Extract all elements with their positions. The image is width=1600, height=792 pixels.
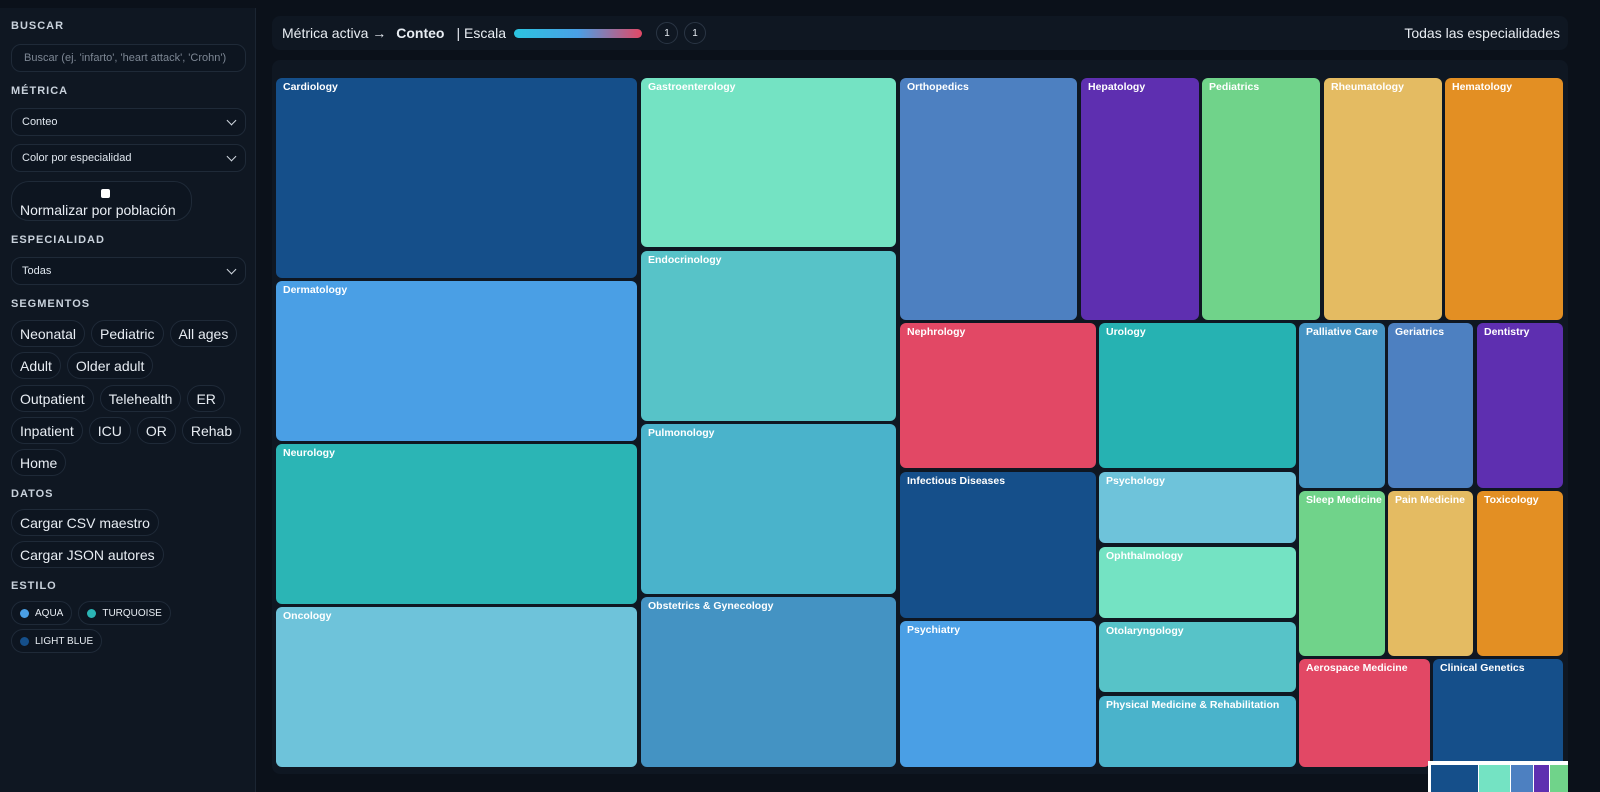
segment-chip[interactable]: Home [11, 449, 67, 476]
segment-chip[interactable]: Telehealth [99, 385, 182, 412]
treemap-tile[interactable]: Neurology [276, 444, 637, 604]
treemap-tile[interactable]: Geriatrics [1388, 323, 1473, 488]
button-row: Cargar CSV maestro [11, 509, 159, 536]
segment-chip[interactable]: Inpatient [11, 417, 83, 444]
treemap-tile[interactable]: Gastroenterology [641, 78, 896, 247]
scale-max: 1 [684, 22, 707, 44]
treemap-tile[interactable]: Endocrinology [641, 251, 896, 421]
segment-row: Inpatient ICU OR Rehab [11, 417, 242, 444]
treemap-tile[interactable]: Aerospace Medicine [1299, 659, 1430, 767]
treemap: Cardiology Dermatology Neurology Oncology Ga… [272, 60, 1568, 774]
search-input[interactable] [22, 51, 235, 65]
section-label: SEGMENTOS [11, 298, 91, 310]
segment-row: Neonatal Pediatric All ages [11, 320, 238, 347]
treemap-tile[interactable]: Psychology [1099, 472, 1296, 543]
treemap-tile[interactable]: Obstetrics & Gynecology [641, 597, 896, 767]
style-swatch [20, 636, 29, 646]
section-label: MÉTRICA [11, 85, 69, 97]
segment-chip[interactable]: ICU [88, 417, 131, 444]
section-label: ESPECIALIDAD [11, 234, 105, 246]
segment-chip[interactable]: Pediatric [91, 320, 164, 347]
button-row: Cargar JSON autores [11, 541, 164, 568]
treemap-tile[interactable]: Clinical Genetics [1433, 659, 1563, 767]
treemap-tile[interactable]: Hepatology [1081, 78, 1199, 320]
search-box[interactable] [11, 44, 246, 72]
section-label: BUSCAR [11, 20, 65, 32]
style-row: LIGHT BLUE [11, 629, 103, 653]
treemap-tile[interactable]: Cardiology [276, 78, 637, 278]
normalize-toggle[interactable]: Normalizar por población [11, 181, 192, 221]
load-button[interactable]: Cargar JSON autores [11, 541, 164, 568]
treemap-tile[interactable]: Oncology [276, 607, 637, 767]
style-chip[interactable]: AQUA [11, 601, 73, 625]
segment-chip[interactable]: Rehab [181, 417, 242, 444]
style-name: LIGHT BLUE [35, 635, 94, 647]
select-value: Color por especialidad [22, 152, 132, 164]
segment-chip[interactable]: ER [187, 385, 225, 412]
treemap-tile[interactable]: Ophthalmology [1099, 547, 1296, 618]
treemap-tile[interactable]: Dentistry [1477, 323, 1563, 488]
style-row: AQUA TURQUOISE [11, 601, 171, 625]
style-chip[interactable]: TURQUOISE [78, 601, 171, 625]
treemap-tile[interactable]: Psychiatry [900, 621, 1096, 767]
style-chip[interactable]: LIGHT BLUE [11, 629, 103, 653]
minimap [1428, 761, 1568, 792]
checkbox-label: Normalizar por población [20, 202, 176, 218]
select-value: Conteo [22, 116, 58, 128]
scale-min: 1 [656, 22, 679, 44]
treemap-tile[interactable]: Toxicology [1477, 491, 1563, 656]
specialty-select[interactable]: Todas [11, 257, 246, 285]
style-swatch [20, 608, 29, 618]
treemap-tile[interactable]: Rheumatology [1324, 78, 1442, 320]
select-value: Todas [22, 265, 52, 277]
treemap-tile[interactable]: Otolaryngology [1099, 622, 1296, 692]
segment-chip[interactable]: Neonatal [11, 320, 86, 347]
color-scale [514, 28, 643, 38]
metric-label: Métrica activa → [282, 25, 387, 41]
metric-value: Conteo [396, 25, 445, 41]
toolbar: Métrica activa → Conteo | Escala 1 1 Tod… [272, 16, 1568, 50]
treemap-tile[interactable]: Physical Medicine & Rehabilitation [1099, 696, 1296, 767]
checkbox[interactable] [101, 189, 110, 198]
treemap-tile[interactable]: Hematology [1445, 78, 1563, 320]
segment-row: Home [11, 449, 67, 476]
segment-chip[interactable]: OR [136, 417, 176, 444]
treemap-tile[interactable]: Pain Medicine [1388, 491, 1473, 656]
filter-label: Todas las especialidades [1404, 25, 1560, 41]
segment-row: Outpatient Telehealth ER [11, 385, 225, 412]
treemap-tile[interactable]: Orthopedics [900, 78, 1077, 320]
segment-chip[interactable]: Adult [11, 352, 61, 379]
treemap-tile[interactable]: Palliative Care [1299, 323, 1385, 488]
sidebar: BUSCAR MÉTRICA Conteo Color por especial… [0, 8, 256, 792]
section-label: ESTILO [11, 580, 57, 592]
treemap-tile[interactable]: Dermatology [276, 281, 637, 441]
segment-chip[interactable]: Older adult [66, 352, 154, 379]
treemap-tile[interactable]: Sleep Medicine [1299, 491, 1385, 656]
section-label: DATOS [11, 488, 54, 500]
segment-chip[interactable]: All ages [169, 320, 238, 347]
style-name: TURQUOISE [102, 607, 162, 619]
segment-chip[interactable]: Outpatient [11, 385, 94, 412]
metric-select[interactable]: Conteo [11, 108, 246, 136]
treemap-tile[interactable]: Urology [1099, 323, 1296, 468]
scale-label: | Escala [456, 25, 507, 41]
style-name: AQUA [35, 607, 64, 619]
segment-row: Adult Older adult [11, 352, 154, 379]
treemap-tile[interactable]: Nephrology [900, 323, 1096, 468]
color-select[interactable]: Color por especialidad [11, 144, 246, 172]
treemap-tile[interactable]: Pediatrics [1202, 78, 1320, 320]
load-button[interactable]: Cargar CSV maestro [11, 509, 159, 536]
style-swatch [87, 608, 97, 618]
treemap-tile[interactable]: Infectious Diseases [900, 472, 1096, 618]
treemap-tile[interactable]: Pulmonology [641, 424, 896, 594]
